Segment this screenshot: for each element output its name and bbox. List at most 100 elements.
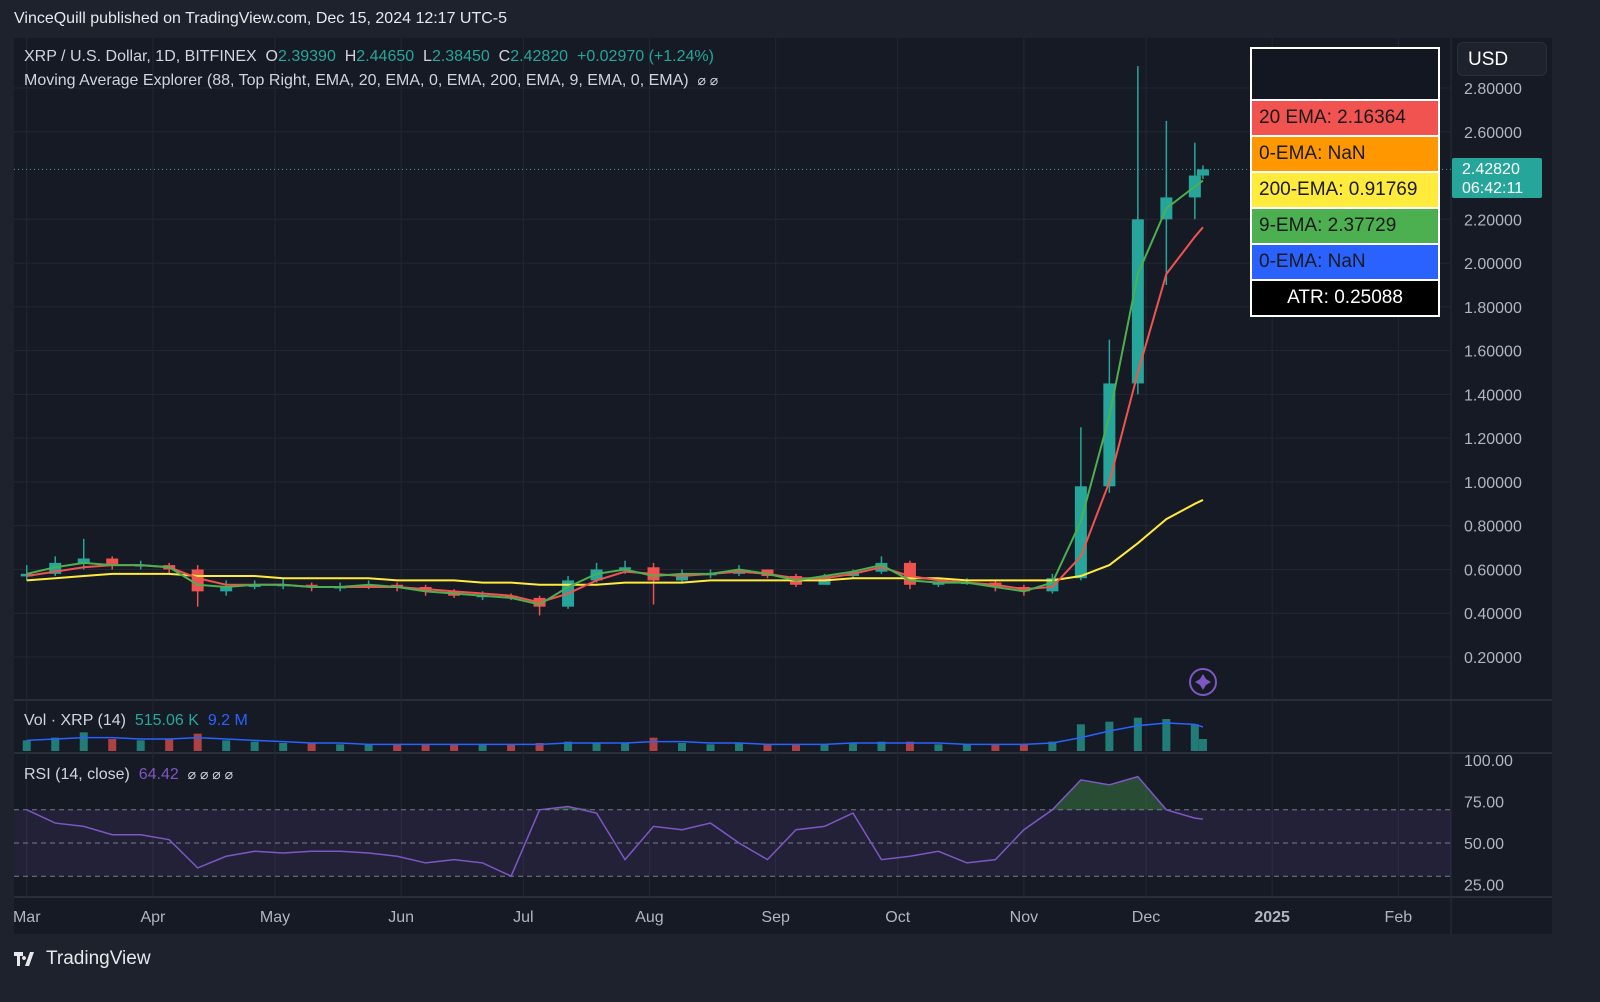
price-tick-label: 2.60000 xyxy=(1464,125,1522,142)
volume-bar xyxy=(51,737,60,751)
volume-bar xyxy=(250,741,259,751)
candle-body xyxy=(619,567,632,570)
candle-body xyxy=(505,595,518,598)
last-price: 2.42820 xyxy=(1462,161,1520,178)
compass-icon-ring xyxy=(1189,668,1217,696)
time-tick-label: Mar xyxy=(13,909,41,926)
time-tick-label: Dec xyxy=(1132,909,1160,926)
price-tick-label: 1.60000 xyxy=(1464,344,1522,361)
tradingview-logo[interactable]: TradingView xyxy=(14,948,151,970)
time-tick-label: 2025 xyxy=(1254,909,1290,926)
volume-label[interactable]: Vol · XRP (14) xyxy=(24,712,126,729)
volume-bar xyxy=(393,744,402,751)
ema20-line xyxy=(26,226,1204,604)
symbol-title[interactable]: XRP / U.S. Dollar, 1D, BITFINEX xyxy=(24,48,257,65)
time-tick-label: Apr xyxy=(140,909,166,926)
candle-body xyxy=(77,558,90,563)
volume-bar xyxy=(564,741,573,751)
candle-body xyxy=(362,584,375,587)
compass-icon[interactable] xyxy=(1189,668,1217,696)
ema200-line xyxy=(26,499,1204,586)
volume-ma-line xyxy=(26,722,1204,746)
candle-body xyxy=(106,558,119,566)
volume-bar xyxy=(1190,724,1199,751)
currency-button[interactable]: USD xyxy=(1457,42,1547,76)
ma-row-ema0-a: 0-EMA: NaN xyxy=(1252,137,1438,173)
volume-value: 515.06 K xyxy=(134,712,199,729)
volume-bar xyxy=(507,744,516,751)
price-tick-label: 1.40000 xyxy=(1464,387,1522,404)
volume-bar xyxy=(905,741,914,751)
candle-body xyxy=(220,586,233,592)
indicator-label[interactable]: Moving Average Explorer (88, Top Right, … xyxy=(24,72,689,89)
high-value: 2.44650 xyxy=(356,48,415,65)
price-tick-label: 2.80000 xyxy=(1464,81,1522,98)
volume-bar xyxy=(1105,721,1114,751)
volume-bar xyxy=(222,740,231,751)
rsi-band-background xyxy=(14,809,1451,877)
rsi-label[interactable]: RSI (14, close) xyxy=(24,766,130,783)
candle-body xyxy=(761,569,774,577)
volume-bar xyxy=(877,741,886,751)
price-tick-label: 0.20000 xyxy=(1464,650,1522,667)
tradingview-logo-icon xyxy=(14,952,34,966)
volume-ma-value: 9.2 M xyxy=(207,712,248,729)
rsi-overbought-fill xyxy=(26,776,1203,810)
rsi-status-icons: ⌀ ⌀ ⌀ ⌀ xyxy=(187,766,234,782)
volume-bar xyxy=(962,744,971,751)
last-price-label: 2.42820 06:42:11 xyxy=(1452,158,1542,198)
indicator-legend: Moving Average Explorer (88, Top Right, … xyxy=(24,72,718,90)
volume-bar xyxy=(763,744,772,751)
volume-bar xyxy=(1162,719,1171,751)
volume-bar xyxy=(136,740,145,751)
volume-bar xyxy=(820,744,829,751)
volume-bar xyxy=(934,744,943,751)
candle-body xyxy=(248,584,261,587)
volume-bar xyxy=(991,744,1000,751)
volume-bar xyxy=(336,744,345,751)
candle-body xyxy=(1196,169,1209,176)
rsi-tick-label: 50.00 xyxy=(1464,836,1504,853)
ma-row-ema0-b: 0-EMA: NaN xyxy=(1252,245,1438,281)
candle-body xyxy=(676,573,689,581)
price-tick-label: 2.20000 xyxy=(1464,212,1522,229)
ma-row-ema20: 20 EMA: 2.16364 xyxy=(1252,101,1438,137)
volume-bar xyxy=(1048,741,1057,751)
volume-bar xyxy=(791,744,800,751)
candle-body xyxy=(305,584,318,587)
volume-bar xyxy=(848,743,857,751)
price-tick-label: 1.00000 xyxy=(1464,475,1522,492)
volume-bar xyxy=(592,743,601,751)
ma-row-ema200: 200-EMA: 0.91769 xyxy=(1252,173,1438,209)
volume-legend: Vol · XRP (14) 515.06 K 9.2 M xyxy=(24,712,248,730)
volume-bar xyxy=(621,743,630,751)
low-label: L xyxy=(423,48,432,65)
price-tick-label: 0.60000 xyxy=(1464,562,1522,579)
volume-bar xyxy=(279,743,288,751)
price-tick-label: 0.80000 xyxy=(1464,519,1522,536)
time-tick-label: Sep xyxy=(761,909,790,926)
volume-bar xyxy=(421,744,430,751)
time-tick-label: Oct xyxy=(885,909,910,926)
candle-body xyxy=(932,582,945,585)
rsi-value: 64.42 xyxy=(138,766,179,783)
time-tick-label: Aug xyxy=(635,909,663,926)
price-tick-label: 1.80000 xyxy=(1464,300,1522,317)
volume-bar xyxy=(22,740,31,751)
indicator-status-icons: ⌀ ⌀ xyxy=(697,72,719,88)
volume-bar xyxy=(108,739,117,751)
volume-bar xyxy=(1019,744,1028,751)
candle-body xyxy=(49,562,62,574)
ma-row-atr: ATR: 0.25088 xyxy=(1252,281,1438,315)
candle-body xyxy=(1131,219,1144,384)
rsi-legend: RSI (14, close) 64.42 ⌀ ⌀ ⌀ ⌀ xyxy=(24,766,233,784)
time-tick-label: May xyxy=(260,909,290,926)
volume-bar xyxy=(165,739,174,751)
table-header-blank xyxy=(1252,49,1438,101)
close-label: C xyxy=(498,48,511,65)
time-tick-label: Feb xyxy=(1385,909,1413,926)
rsi-line xyxy=(26,775,1204,878)
time-tick-label: Nov xyxy=(1010,909,1038,926)
candle-body xyxy=(191,569,204,592)
